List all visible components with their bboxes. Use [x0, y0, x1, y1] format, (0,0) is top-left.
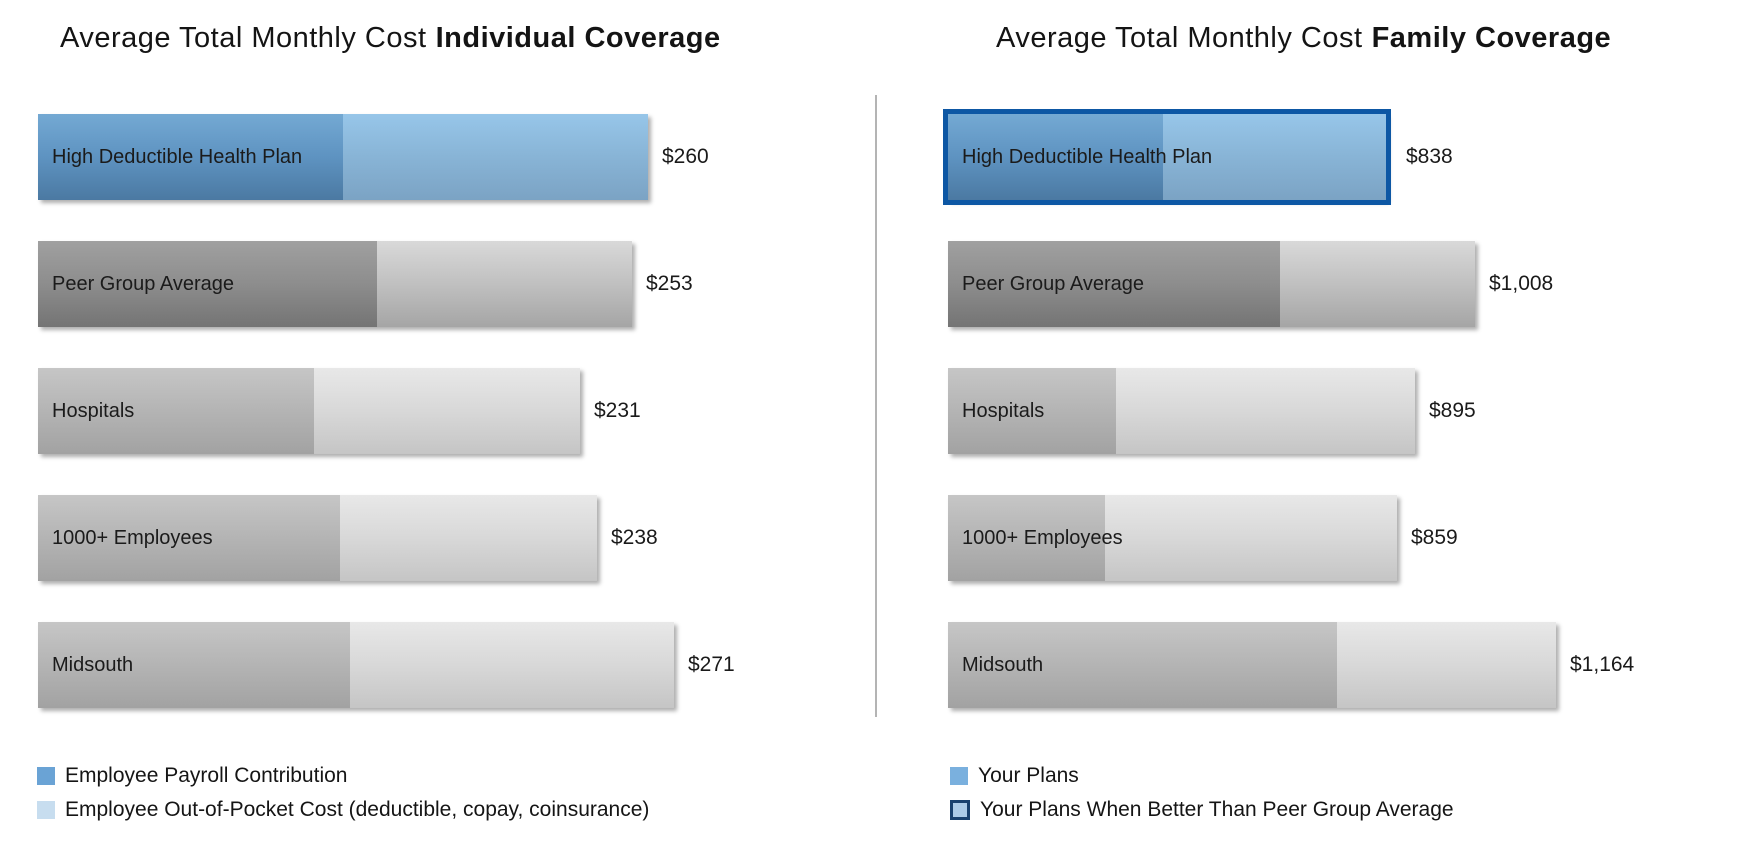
bar-segment-light [1280, 241, 1475, 327]
bar-segment-dark [38, 368, 315, 454]
legend-family: Your Plans Your Plans When Better Than P… [950, 764, 1454, 832]
bar-value-label: $859 [1411, 526, 1458, 549]
bar-segment-light [343, 114, 648, 200]
legend-item-out-of-pocket: Employee Out-of-Pocket Cost (deductible,… [37, 798, 649, 822]
bar-label: High Deductible Health Plan [52, 145, 303, 168]
bar-value-label: $238 [611, 526, 658, 549]
bar-value-label: $253 [646, 272, 693, 295]
bar-row: Peer Group Average $253 [38, 241, 738, 327]
legend-swatch-out-of-pocket-icon [37, 801, 55, 819]
bar-row: Hospitals $231 [38, 368, 738, 454]
bar-segment-dark [948, 622, 1338, 708]
bar-label: Peer Group Average [962, 272, 1144, 295]
legend-label: Employee Out-of-Pocket Cost (deductible,… [65, 798, 650, 821]
bar-label: Midsouth [962, 653, 1044, 676]
bar-high-deductible-health-plan: High Deductible Health Plan [943, 109, 1391, 205]
bar-segment-dark [948, 368, 1117, 454]
bar-value-label: $1,008 [1489, 272, 1554, 295]
chart-title-regular: Average Total Monthly Cost [60, 22, 427, 54]
chart-title-individual: Average Total Monthly Cost Individual Cov… [60, 22, 721, 55]
bar-peer-group-average: Peer Group Average [948, 241, 1475, 327]
chart-title-regular: Average Total Monthly Cost [996, 22, 1363, 54]
bar-row: Hospitals $895 [948, 368, 1608, 454]
chart-title-bold: Family Coverage [1371, 22, 1612, 54]
bar-segment-light [1116, 368, 1415, 454]
bar-row: Peer Group Average $1,008 [948, 241, 1608, 327]
bar-segment-light [1105, 495, 1397, 581]
bar-peer-group-average: Peer Group Average [38, 241, 632, 327]
legend-swatch-your-plans-better-icon [950, 800, 970, 820]
bar-segment-light [1337, 622, 1556, 708]
bar-segment-dark [38, 495, 340, 581]
bar-segment-dark [948, 241, 1280, 327]
bar-row: Midsouth $1,164 [948, 622, 1634, 708]
bar-label: Hospitals [52, 399, 135, 422]
bar-value-label: $838 [1406, 145, 1453, 168]
bar-high-deductible-health-plan: High Deductible Health Plan [38, 114, 648, 200]
bar-label: Peer Group Average [52, 272, 234, 295]
bar-row: Midsouth $271 [38, 622, 738, 708]
bar-row: 1000+ Employees $859 [948, 495, 1608, 581]
bar-segment-light [1162, 114, 1386, 200]
chart-title-family: Average Total Monthly Cost Family Coverag… [996, 22, 1611, 55]
legend-label: Your Plans When Better Than Peer Group A… [980, 798, 1454, 821]
bar-value-label: $231 [594, 399, 641, 422]
bar-segment-dark [38, 622, 350, 708]
bar-label: 1000+ Employees [962, 526, 1123, 549]
bar-value-label: $1,164 [1570, 653, 1635, 676]
legend-individual: Employee Payroll Contribution Employee O… [37, 764, 649, 832]
legend-label: Your Plans [978, 764, 1079, 787]
bar-chart-family: High Deductible Health Plan $838 Peer Grou… [943, 109, 1634, 714]
legend-item-your-plans-better: Your Plans When Better Than Peer Group A… [950, 798, 1454, 822]
legend-item-payroll: Employee Payroll Contribution [37, 764, 649, 788]
bar-row: 1000+ Employees $238 [38, 495, 738, 581]
bar-segment-light [339, 495, 597, 581]
bar-label: Hospitals [962, 399, 1045, 422]
bar-segment-light [314, 368, 580, 454]
bar-value-label: $895 [1429, 399, 1476, 422]
bar-value-label: $271 [688, 653, 735, 676]
bar-segment-dark [948, 495, 1106, 581]
bar-label: 1000+ Employees [52, 526, 213, 549]
chart-title-bold: Individual Coverage [435, 22, 721, 54]
bar-label: High Deductible Health Plan [962, 145, 1213, 168]
bar-segment-dark [38, 114, 343, 200]
chart-divider [875, 95, 877, 717]
legend-label: Employee Payroll Contribution [65, 764, 348, 787]
bar-1000-employees: 1000+ Employees [948, 495, 1397, 581]
bar-hospitals: Hospitals [948, 368, 1415, 454]
bar-row: High Deductible Health Plan $838 [943, 109, 1608, 205]
bar-row: High Deductible Health Plan $260 [38, 114, 738, 200]
bar-segment-dark [38, 241, 377, 327]
bar-midsouth: Midsouth [38, 622, 674, 708]
bar-1000-employees: 1000+ Employees [38, 495, 597, 581]
bar-segment-dark [948, 114, 1163, 200]
bar-label: Midsouth [52, 653, 134, 676]
legend-swatch-payroll-icon [37, 767, 55, 785]
bar-segment-light [376, 241, 632, 327]
bar-value-label: $260 [662, 145, 709, 168]
bar-chart-individual: High Deductible Health Plan $260 Peer Grou… [38, 114, 738, 714]
bar-segment-light [349, 622, 674, 708]
bar-hospitals: Hospitals [38, 368, 580, 454]
legend-swatch-your-plans-icon [950, 767, 968, 785]
bar-midsouth: Midsouth [948, 622, 1556, 708]
legend-item-your-plans: Your Plans [950, 764, 1454, 788]
